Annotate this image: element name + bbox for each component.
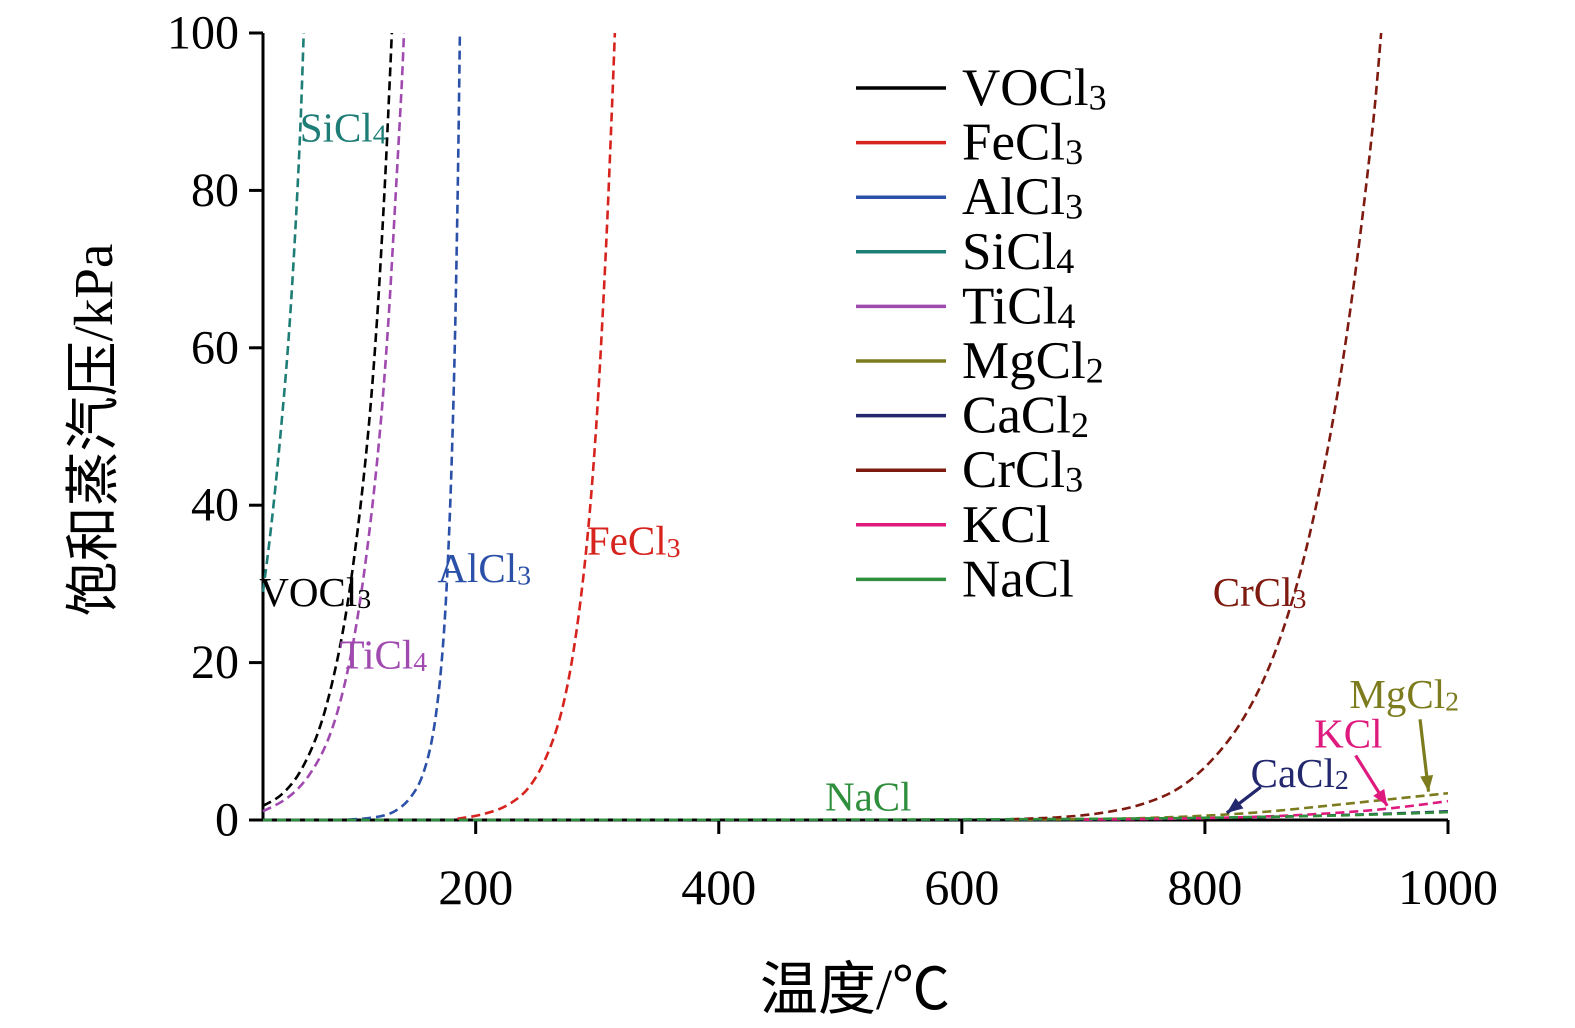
legend-label-KCl: KCl <box>962 496 1050 554</box>
legend-item-NaCl: NaCl <box>856 550 1074 608</box>
annotation-FeCl3: FeCl3 <box>587 518 681 564</box>
legend-label-AlCl3: AlCl3 <box>962 168 1083 226</box>
annotation-MgCl2: MgCl2 <box>1349 671 1459 717</box>
legend-label-VOCl3: VOCl3 <box>962 59 1107 117</box>
x-tick-label: 200 <box>438 859 513 915</box>
series-group <box>261 32 1449 822</box>
series-curve-CrCl3 <box>1010 32 1383 821</box>
legend-item-AlCl3: AlCl3 <box>856 168 1083 227</box>
legend-label-NaCl: NaCl <box>962 550 1074 608</box>
legend-label-CaCl2: CaCl2 <box>962 387 1089 445</box>
legend: VOCl3FeCl3AlCl3SiCl4TiCl4MgCl2CaCl2CrCl3… <box>856 59 1107 608</box>
legend-item-KCl: KCl <box>856 496 1050 554</box>
annotation-KCl: KCl <box>1314 710 1382 756</box>
legend-item-CaCl2: CaCl2 <box>856 387 1089 445</box>
annotation-TiCl4: TiCl4 <box>339 632 427 678</box>
y-tick-label: 20 <box>191 636 239 689</box>
x-tick-label: 800 <box>1167 859 1242 915</box>
legend-item-CrCl3: CrCl3 <box>856 441 1083 500</box>
x-tick-label: 400 <box>681 859 756 915</box>
legend-label-MgCl2: MgCl2 <box>962 332 1104 390</box>
legend-label-TiCl4: TiCl4 <box>962 277 1075 335</box>
y-tick-label: 0 <box>215 794 239 847</box>
annotation-CaCl2: CaCl2 <box>1251 750 1349 796</box>
legend-item-VOCl3: VOCl3 <box>856 59 1107 117</box>
series-curve-TiCl4 <box>262 32 406 813</box>
annotation-NaCl: NaCl <box>825 773 912 819</box>
series-curve-KCl <box>1083 799 1449 821</box>
legend-item-TiCl4: TiCl4 <box>856 277 1075 336</box>
y-tick-label: 100 <box>167 7 239 60</box>
x-tick-label: 1000 <box>1398 859 1498 915</box>
y-tick-label: 40 <box>191 479 239 532</box>
annotation-CrCl3: CrCl3 <box>1213 569 1307 615</box>
series-curve-AlCl3 <box>347 32 462 821</box>
y-tick-label: 60 <box>191 321 239 374</box>
series-curve-NaCl <box>262 810 1449 822</box>
y-tick-label: 80 <box>191 164 239 217</box>
y-axis-title: 饱和蒸汽压/kPa <box>63 243 124 617</box>
legend-label-FeCl3: FeCl3 <box>962 114 1083 172</box>
legend-label-SiCl4: SiCl4 <box>962 223 1074 281</box>
series-curve-VOCl3 <box>262 32 394 807</box>
legend-item-SiCl4: SiCl4 <box>856 223 1074 281</box>
x-tick-label: 600 <box>924 859 999 915</box>
annotation-arrow-KCl <box>1354 754 1389 807</box>
series-curve-FeCl3 <box>457 32 617 821</box>
legend-item-FeCl3: FeCl3 <box>856 114 1083 172</box>
annotation-VOCl3: VOCl3 <box>259 569 371 615</box>
annotation-arrow-MgCl2 <box>1418 719 1434 792</box>
x-axis-title: 温度/℃ <box>759 957 951 1022</box>
annotation-arrow-CaCl2 <box>1225 785 1262 815</box>
series-curve-SiCl4 <box>261 32 306 592</box>
legend-item-MgCl2: MgCl2 <box>856 332 1104 390</box>
legend-label-CrCl3: CrCl3 <box>962 441 1083 499</box>
annotation-AlCl3: AlCl3 <box>437 545 531 591</box>
annotation-SiCl4: SiCl4 <box>300 104 387 150</box>
